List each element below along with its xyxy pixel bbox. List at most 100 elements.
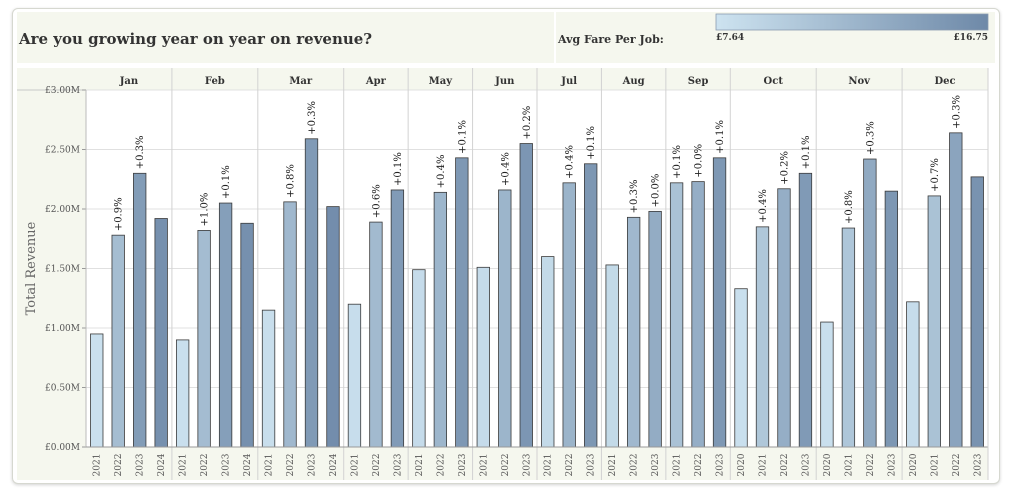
- bar: [863, 158, 877, 448]
- title-panel: [17, 12, 554, 63]
- year-tick-label: 2021: [179, 454, 189, 477]
- month-header-jul: Jul: [560, 76, 577, 87]
- data-label: +0.1%: [801, 136, 812, 170]
- year-tick-label: 2023: [887, 453, 897, 476]
- year-tick-label: 2023: [522, 453, 532, 476]
- bar: [755, 226, 770, 448]
- bar: [390, 189, 405, 448]
- year-tick-label: 2021: [844, 454, 854, 477]
- bar: [519, 143, 533, 448]
- year-tick-label: 2020: [823, 453, 833, 476]
- year-tick-label: 2021: [673, 454, 683, 477]
- y-axis-label: Total Revenue: [24, 221, 39, 315]
- data-label: +0.3%: [865, 121, 876, 155]
- year-tick-label: 2021: [93, 454, 103, 477]
- legend-max-label: £16.75: [954, 33, 988, 43]
- data-label: +0.1%: [393, 152, 404, 186]
- year-tick-label: 2022: [866, 454, 876, 477]
- bar: [820, 321, 834, 448]
- bar: [605, 264, 619, 448]
- bar: [927, 195, 941, 448]
- bar: [584, 163, 598, 448]
- bar: [562, 182, 576, 448]
- data-label: +0.1%: [457, 120, 468, 154]
- bar: [304, 138, 319, 448]
- year-tick-label: 2022: [952, 454, 962, 477]
- y-tick-label: £2.50M: [45, 146, 80, 156]
- bar: [433, 191, 448, 448]
- data-label: +0.4%: [758, 189, 769, 223]
- year-tick-label: 2023: [587, 453, 597, 476]
- bar: [841, 227, 856, 448]
- data-label: +0.1%: [672, 145, 683, 179]
- data-label: +0.3%: [307, 101, 318, 135]
- bar: [884, 190, 899, 448]
- bar: [906, 301, 920, 448]
- bar: [111, 234, 125, 448]
- bar: [970, 176, 984, 448]
- bar: [90, 333, 104, 448]
- bar: [197, 230, 211, 448]
- bar: [777, 188, 791, 448]
- bar: [455, 157, 469, 448]
- data-label: +1.0%: [200, 193, 211, 227]
- year-tick-label: 2023: [308, 453, 318, 476]
- month-header-jan: Jan: [119, 76, 139, 87]
- year-tick-label: 2022: [114, 454, 124, 477]
- bar: [541, 256, 555, 448]
- year-tick-label: 2024: [329, 453, 339, 476]
- month-header-mar: Mar: [289, 76, 313, 87]
- bar: [283, 201, 297, 448]
- year-tick-label: 2022: [436, 454, 446, 477]
- year-tick-label: 2023: [458, 453, 468, 476]
- year-tick-label: 2022: [565, 454, 575, 477]
- y-tick-label: £0.00M: [45, 443, 80, 453]
- bar: [798, 172, 813, 448]
- year-tick-label: 2021: [759, 454, 769, 477]
- year-tick-label: 2022: [694, 454, 704, 477]
- data-label: +0.6%: [371, 184, 382, 218]
- month-header-may: May: [429, 76, 454, 87]
- bar: [648, 210, 662, 448]
- y-tick-label: £0.50M: [45, 384, 80, 394]
- year-tick-label: 2022: [780, 454, 790, 477]
- data-label: +0.1%: [715, 120, 726, 154]
- year-tick-label: 2022: [286, 454, 296, 477]
- year-tick-label: 2023: [716, 453, 726, 476]
- bar: [712, 157, 727, 448]
- bar: [218, 202, 233, 448]
- dashboard-card: Are you growing year on year on revenue?…: [12, 8, 1000, 484]
- bar: [326, 206, 340, 448]
- bar: [476, 266, 490, 448]
- year-tick-label: 2021: [350, 454, 360, 477]
- y-tick-label: £2.00M: [45, 205, 80, 215]
- year-tick-label: 2024: [243, 453, 253, 476]
- revenue-chart: Are you growing year on year on revenue?…: [17, 12, 995, 480]
- chart-title: Are you growing year on year on revenue?: [18, 30, 372, 48]
- year-tick-label: 2023: [136, 453, 146, 476]
- year-tick-label: 2022: [630, 454, 640, 477]
- data-label: +0.3%: [951, 95, 962, 129]
- bar: [347, 303, 362, 448]
- x-axis-panel: [17, 447, 988, 480]
- bar: [734, 288, 748, 448]
- year-tick-label: 2020: [909, 453, 919, 476]
- data-label: +0.0%: [651, 174, 662, 208]
- year-tick-label: 2023: [222, 453, 232, 476]
- legend-label: Avg Fare Per Job:: [557, 33, 664, 46]
- data-label: +0.1%: [586, 126, 597, 160]
- data-label: +0.4%: [436, 155, 447, 189]
- legend-color-bar: [715, 13, 989, 31]
- data-label: +0.8%: [844, 190, 855, 224]
- month-header-feb: Feb: [205, 76, 225, 87]
- y-tick-label: £1.50M: [45, 265, 80, 275]
- bar: [369, 221, 383, 448]
- y-tick-label: £1.00M: [45, 324, 80, 334]
- y-axis-panel: [17, 90, 86, 447]
- bar: [949, 132, 963, 448]
- data-label: +0.3%: [629, 180, 640, 214]
- data-label: +0.9%: [114, 197, 125, 231]
- month-header-sep: Sep: [688, 76, 709, 87]
- data-label: +0.2%: [522, 106, 533, 140]
- data-label: +0.7%: [930, 158, 941, 192]
